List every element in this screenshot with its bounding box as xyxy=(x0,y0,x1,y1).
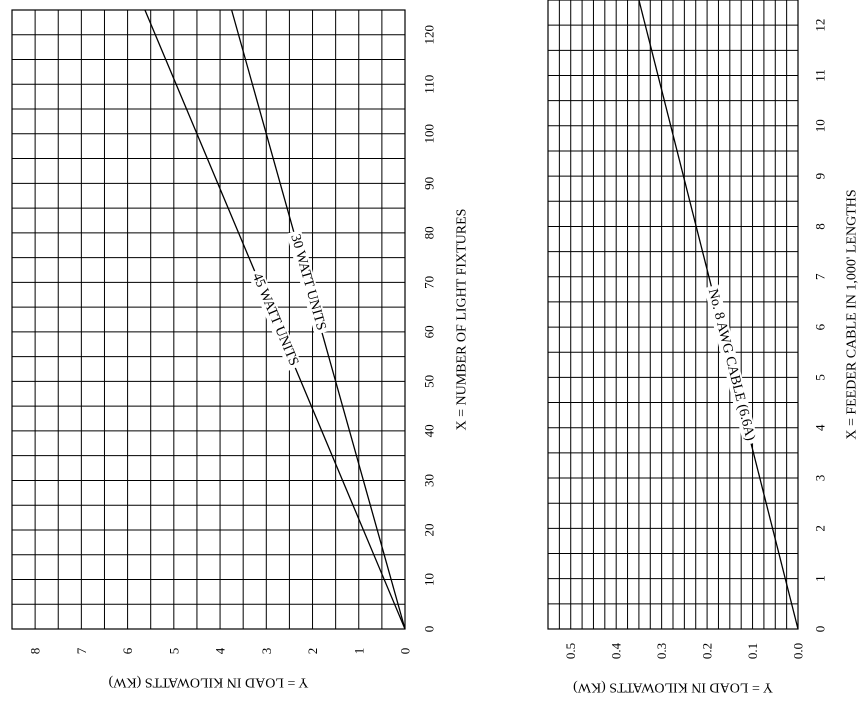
x-tick-label: 7 xyxy=(813,273,828,280)
y-tick-label: 7 xyxy=(74,647,89,654)
y-tick-label: 6 xyxy=(120,647,135,654)
series-label: No. 8 AWG CABLE (6.6A) xyxy=(705,287,758,442)
x-tick-label: 11 xyxy=(813,69,828,82)
x-tick-label: 50 xyxy=(422,375,437,388)
x-tick-label: 5 xyxy=(813,374,828,381)
x-tick-label: 20 xyxy=(422,523,437,536)
x-tick-label: 12 xyxy=(813,19,828,32)
x-tick-label: 1 xyxy=(813,575,828,582)
x-tick-label: 0 xyxy=(422,626,437,633)
x-axis-label: X = NUMBER OF LIGHT FIXTURES xyxy=(455,209,470,431)
x-tick-label: 4 xyxy=(813,424,828,431)
x-tick-label: 9 xyxy=(813,173,828,180)
x-tick-label: 6 xyxy=(813,323,828,330)
y-tick-label: 0.2 xyxy=(700,643,715,659)
x-tick-label: 80 xyxy=(422,226,437,239)
chart-light-fixtures: 0 10 20 30 40 50 60 70 80 90 100 110 120 0 1 2 3 4 5 6 7 8 X … xyxy=(11,9,470,690)
x-tick-label: 30 xyxy=(422,474,437,487)
chart1-grid xyxy=(11,9,406,630)
series-label-background xyxy=(247,268,303,371)
y-tick-label: 3 xyxy=(259,648,274,655)
y-tick-label: 8 xyxy=(28,648,43,655)
x-tick-label: 2 xyxy=(813,525,828,532)
x-tick-label: 3 xyxy=(813,475,828,482)
y-tick-label: 0.1 xyxy=(745,643,760,659)
y-tick-label: 0.5 xyxy=(563,643,578,659)
x-tick-label: 70 xyxy=(422,276,437,289)
y-tick-label: 1 xyxy=(351,648,366,655)
series-label-background xyxy=(704,284,759,446)
x-tick-label: 40 xyxy=(422,424,437,437)
chart1-tick-labels: 0 10 20 30 40 50 60 70 80 90 100 110 120 0 1 2 3 4 5 6 7 8 xyxy=(28,25,437,654)
y-tick-label: 2 xyxy=(305,648,320,655)
y-axis-label: Y = LOAD IN KILOWATTS (KW) xyxy=(573,680,773,695)
y-tick-label: 0.0 xyxy=(791,643,806,659)
plot-frame xyxy=(11,9,406,630)
x-tick-label: 90 xyxy=(422,177,437,190)
x-tick-label: 110 xyxy=(422,75,437,94)
series-label: 45 WATT UNITS xyxy=(249,271,301,368)
x-tick-label: 100 xyxy=(422,124,437,144)
chart2-grid xyxy=(547,0,799,630)
series-label-background xyxy=(286,229,330,335)
series-label-group: 45 WATT UNITS xyxy=(247,268,303,371)
chart1-labels: X = NUMBER OF LIGHT FIXTURES Y = LOAD IN … xyxy=(108,209,469,690)
y-tick-label: 5 xyxy=(166,648,181,655)
x-tick-label: 8 xyxy=(813,223,828,230)
x-tick-label: 10 xyxy=(813,119,828,132)
x-tick-label: 60 xyxy=(422,325,437,338)
y-tick-label: 4 xyxy=(213,647,228,654)
x-tick-label: 10 xyxy=(422,573,437,586)
y-tick-label: 0 xyxy=(398,648,413,655)
y-axis-label: Y = LOAD IN KILOWATTS (KW) xyxy=(108,675,308,690)
x-tick-label: 120 xyxy=(422,25,437,45)
y-tick-label: 0.4 xyxy=(609,642,624,659)
x-axis-label: X = FEEDER CABLE IN 1,000' LENGTHS xyxy=(845,189,860,439)
y-tick-label: 0.3 xyxy=(654,643,669,659)
series-label-group: No. 8 AWG CABLE (6.6A) xyxy=(704,284,759,446)
plot-frame xyxy=(547,0,799,630)
x-tick-label: 0 xyxy=(813,626,828,633)
